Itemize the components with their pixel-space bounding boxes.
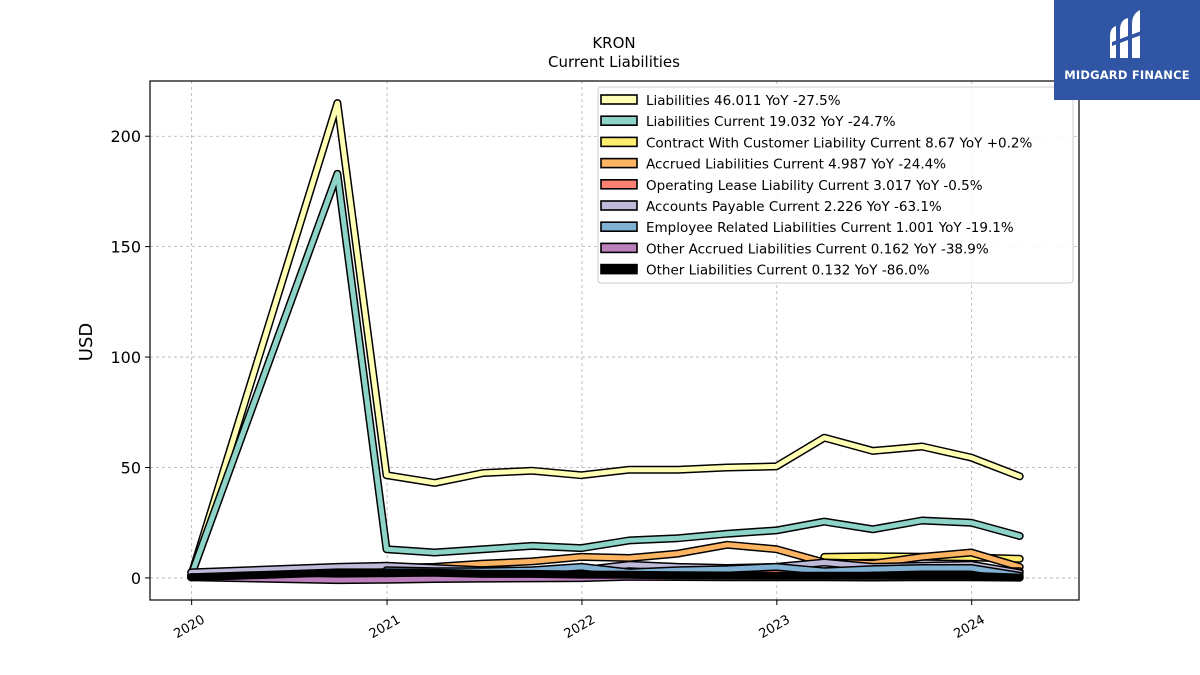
y-axis-label: USD (76, 323, 97, 361)
legend-swatch (600, 94, 638, 105)
brand-name: MIDGARD FINANCE (1064, 68, 1190, 82)
series-3 (382, 540, 1024, 572)
x-tick-label: 2020 (171, 612, 207, 642)
series-lines (187, 99, 1024, 585)
series-line (188, 569, 1023, 581)
series-1 (187, 169, 1024, 580)
chart-subtitle: Current Liabilities (548, 53, 680, 71)
x-tick-label: 2021 (367, 612, 403, 642)
series-line (188, 171, 1023, 579)
series-line (384, 542, 1023, 571)
legend: Liabilities 46.011 YoY -27.5% Liabilities… (597, 86, 1074, 284)
legend-swatch (600, 115, 638, 126)
legend-swatch (600, 221, 638, 232)
legend-label: Other Accrued Liabilities Current 0.162 … (646, 241, 989, 257)
legend-swatch (600, 179, 638, 190)
legend-label: Other Liabilities Current 0.132 YoY -86.… (646, 263, 930, 279)
y-tick-label: 50 (121, 458, 141, 477)
x-tick-label: 2022 (562, 612, 598, 642)
y-tick-label: 100 (110, 348, 141, 367)
x-tick-label: 2024 (952, 612, 988, 642)
plot-frame (149, 80, 1080, 601)
legend-label: Liabilities Current 19.032 YoY -24.7% (646, 114, 896, 130)
x-tick-label: 2023 (757, 612, 793, 642)
series-8 (187, 568, 1024, 582)
legend-label: Operating Lease Liability Current 3.017 … (646, 178, 983, 194)
series-0 (187, 99, 1024, 580)
chart-title-group: KRON Current Liabilities (548, 34, 680, 71)
legend-label: Accounts Payable Current 2.226 YoY -63.1… (646, 199, 942, 215)
logo-mark-icon (1110, 10, 1144, 58)
legend-label: Liabilities 46.011 YoY -27.5% (646, 93, 841, 109)
legend-swatch (600, 136, 638, 148)
legend-box (597, 86, 1074, 284)
legend-swatch (600, 242, 638, 254)
legend-label: Employee Related Liabilities Current 1.0… (646, 220, 1014, 236)
y-tick-label: 200 (110, 127, 141, 146)
legend-swatch (600, 200, 638, 211)
chart-title: KRON (592, 34, 635, 52)
legend-label: Contract With Customer Liability Current… (646, 135, 1032, 151)
legend-swatch (600, 157, 638, 169)
legend-swatch (600, 263, 638, 275)
legend-label: Accrued Liabilities Current 4.987 YoY -2… (646, 157, 946, 173)
y-tick-label: 0 (131, 569, 141, 588)
y-tick-label: 150 (110, 238, 141, 257)
series-line (188, 100, 1023, 579)
brand-logo: MIDGARD FINANCE (1054, 0, 1200, 100)
